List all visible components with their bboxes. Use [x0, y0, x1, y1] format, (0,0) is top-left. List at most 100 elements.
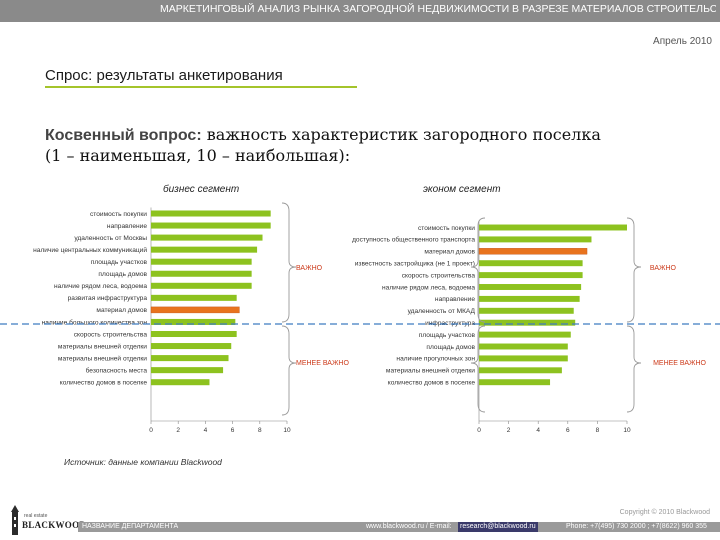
header-title: МАРКЕТИНГОВЫЙ АНАЛИЗ РЫНКА ЗАГОРОДНОЙ НЕ…	[160, 3, 716, 15]
business-category-label: развитая инфраструктура	[68, 295, 148, 302]
business-important-bracket	[281, 202, 297, 323]
econom-category-label: количество домов в поселке	[388, 380, 476, 387]
business-category-label: направление	[107, 223, 147, 230]
econom-tick-label: 2	[507, 427, 511, 434]
business-chart: 0 2 4 6 8 10 стоимость покупки направление удале…	[33, 207, 291, 434]
econom-right-less-bracket	[626, 325, 642, 413]
business-tick-label: 0	[149, 427, 153, 434]
econom-category-label: направление	[435, 296, 475, 303]
business-bar	[151, 210, 271, 217]
business-tick-label: 10	[283, 427, 291, 434]
footer-bar	[78, 522, 720, 532]
business-bar	[151, 330, 237, 338]
business-category-label: наличие центральных коммуникаций	[33, 246, 147, 254]
business-bar	[151, 258, 252, 265]
econom-bar	[479, 260, 583, 267]
econom-bar	[479, 307, 574, 314]
business-less-bracket	[281, 325, 297, 416]
business-bar	[151, 318, 236, 325]
less-important-label-right: МЕНЕЕ ВАЖНО	[653, 360, 706, 367]
econom-category-label: скорость строительства	[402, 272, 476, 279]
econom-tick-label: 8	[596, 427, 600, 434]
business-category-label: количество домов в поселке	[60, 380, 148, 387]
source-note: Источник: данные компании Blackwood	[64, 457, 222, 467]
footer-email-link[interactable]: research@blackwood.ru	[458, 522, 538, 532]
business-bar	[151, 270, 252, 277]
question-text: важность характеристик загородного посел…	[201, 125, 601, 144]
econom-bar	[479, 355, 568, 362]
important-label-left: ВАЖНО	[296, 265, 323, 272]
question-scale: (1 – наименьшая, 10 – наибольшая):	[45, 146, 351, 165]
econom-tick-label: 4	[536, 427, 540, 434]
econom-category-label: площадь домов	[426, 344, 475, 351]
business-bar	[151, 294, 237, 301]
econom-bar	[479, 272, 583, 279]
business-bar	[151, 367, 224, 374]
econom-bar	[479, 367, 562, 374]
econom-category-label: наличие прогулочных зон	[396, 356, 475, 363]
footer-website: www.blackwood.ru / E-mail:	[366, 523, 452, 530]
econom-tick-label: 0	[477, 427, 481, 434]
important-label-right: ВАЖНО	[650, 265, 677, 272]
econom-category-label: удаленность от МКАД	[408, 308, 476, 315]
business-bar	[151, 246, 258, 253]
business-category-label: площадь участков	[91, 259, 148, 266]
econom-category-label: материалы внешней отделки	[386, 367, 475, 375]
econom-category-label: доступность общественного транспорта	[352, 236, 475, 244]
logo-text: BLACKWOOD	[22, 520, 87, 530]
business-category-label: наличие рядом леса, водоема	[54, 283, 147, 290]
business-category-label: наличие большого количества зон	[42, 318, 148, 326]
business-category-label: материалы внешней отделки	[58, 354, 147, 362]
business-bar	[151, 282, 252, 289]
econom-bar	[479, 295, 580, 302]
less-important-label-left: МЕНЕЕ ВАЖНО	[296, 360, 349, 367]
econom-bar	[479, 319, 576, 326]
business-tick-label: 2	[176, 427, 180, 434]
business-tick-label: 6	[231, 427, 235, 434]
question-lead: Косвенный вопрос:	[45, 127, 202, 144]
business-category-label: материал домов	[96, 307, 147, 314]
footer-department: НАЗВАНИЕ ДЕПАРТАМЕНТА	[82, 523, 179, 530]
econom-chart: 0 2 4 6 8 10 стоимость покупки доступность обще…	[352, 221, 631, 434]
econom-bar	[479, 224, 627, 231]
econom-important-bracket	[470, 217, 486, 323]
econom-bar	[479, 331, 571, 338]
econom-bar	[479, 343, 568, 350]
econom-less-bracket	[470, 325, 486, 413]
header-bar: МАРКЕТИНГОВЫЙ АНАЛИЗ РЫНКА ЗАГОРОДНОЙ НЕ…	[0, 0, 720, 22]
business-bar	[151, 355, 229, 362]
business-bar	[150, 306, 240, 314]
business-category-label: скорость строительства	[74, 331, 148, 338]
econom-category-label: наличие рядом леса, водоема	[382, 284, 475, 291]
logo-subtitle: real estate	[24, 513, 48, 519]
question-block: Косвенный вопрос: важность характеристик…	[45, 125, 685, 166]
econom-chart-title: эконом сегмент	[423, 184, 501, 195]
econom-category-label: площадь участков	[419, 332, 476, 339]
report-date: Апрель 2010	[653, 36, 712, 47]
econom-tick-label: 10	[623, 427, 631, 434]
tower-icon	[11, 505, 19, 535]
econom-bar	[479, 236, 592, 243]
econom-bar	[478, 248, 588, 255]
econom-bar	[479, 284, 582, 290]
econom-bar	[479, 379, 551, 386]
econom-category-label: материал домов	[424, 249, 475, 256]
econom-category-label: стоимость покупки	[418, 225, 475, 232]
company-logo: real estate BLACKWOOD	[10, 505, 86, 535]
business-chart-title: бизнес сегмент	[163, 184, 240, 195]
section-title: Спрос: результаты анкетирования	[45, 67, 357, 88]
business-bar	[151, 379, 210, 386]
business-category-label: материалы внешней отделки	[58, 342, 147, 350]
econom-tick-label: 6	[566, 427, 570, 434]
econom-right-important-bracket	[626, 217, 642, 323]
footer-phone: Phone: +7(495) 730 2000 ; +7(8622) 960 3…	[566, 523, 707, 530]
econom-category-label: инфраструктура	[425, 320, 475, 327]
business-bar	[151, 343, 232, 350]
copyright: Copyright © 2010 Blackwood	[619, 509, 710, 516]
business-bar	[151, 234, 263, 241]
business-tick-label: 8	[258, 427, 262, 434]
business-category-label: стоимость покупки	[90, 211, 147, 218]
business-tick-label: 4	[204, 427, 208, 434]
business-bar	[151, 222, 271, 229]
